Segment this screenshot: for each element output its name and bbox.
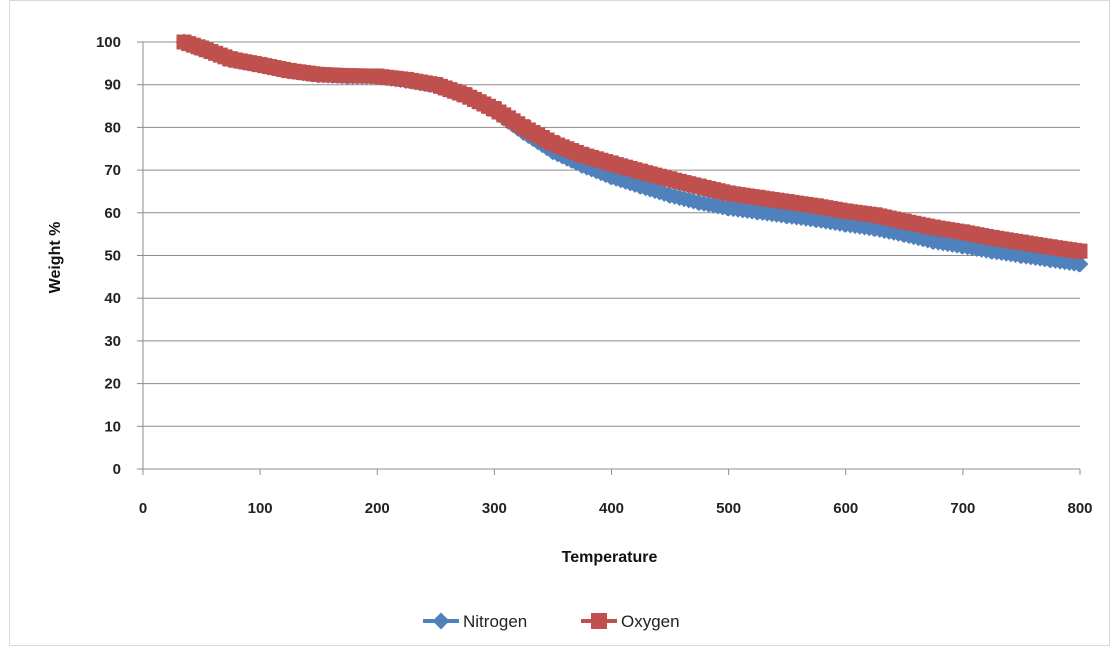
chart-frame bbox=[9, 0, 1110, 646]
oxygen-point bbox=[1072, 243, 1088, 259]
legend-marker-nitrogen bbox=[432, 612, 450, 630]
x-tick-label-0: 0 bbox=[139, 500, 147, 517]
y-tick-label-10: 10 bbox=[104, 418, 121, 435]
grid-lines bbox=[143, 41, 1080, 427]
x-tick-label-300: 300 bbox=[482, 500, 507, 517]
x-tick-label-600: 600 bbox=[833, 500, 858, 517]
y-tick-label-40: 40 bbox=[104, 290, 121, 307]
nitrogen-point bbox=[1071, 255, 1089, 273]
series-oxygen bbox=[176, 34, 1088, 259]
y-tick-label-70: 70 bbox=[104, 162, 121, 179]
x-tick-label-700: 700 bbox=[950, 500, 975, 517]
y-tick-label-80: 80 bbox=[104, 119, 121, 136]
y-axis-title: Weight % bbox=[47, 222, 64, 294]
legend-item-oxygen: Oxygen bbox=[581, 612, 680, 631]
x-tick-label-100: 100 bbox=[248, 500, 273, 517]
legend-label-oxygen: Oxygen bbox=[621, 612, 680, 631]
y-tick-label-90: 90 bbox=[104, 77, 121, 94]
y-tick-label-0: 0 bbox=[113, 461, 121, 478]
tick-labels: 0 10 20 30 40 50 60 70 80 90 100 0 100 200 300 400 500 60… bbox=[96, 34, 1093, 517]
y-tick-label-100: 100 bbox=[96, 34, 121, 51]
x-tick-label-200: 200 bbox=[365, 500, 390, 517]
x-tick-label-400: 400 bbox=[599, 500, 624, 517]
legend-label-nitrogen: Nitrogen bbox=[463, 612, 527, 631]
x-tick-label-800: 800 bbox=[1067, 500, 1092, 517]
x-axis-title: Temperature bbox=[562, 549, 658, 566]
legend: Nitrogen Oxygen bbox=[423, 612, 680, 631]
x-tick-label-500: 500 bbox=[716, 500, 741, 517]
legend-marker-oxygen bbox=[591, 613, 607, 629]
y-tick-label-50: 50 bbox=[104, 248, 121, 265]
y-tick-label-30: 30 bbox=[104, 333, 121, 350]
legend-item-nitrogen: Nitrogen bbox=[423, 612, 527, 631]
y-tick-label-20: 20 bbox=[104, 376, 121, 393]
y-tick-label-60: 60 bbox=[104, 205, 121, 222]
series-layer bbox=[175, 33, 1089, 273]
axes bbox=[137, 41, 1081, 475]
